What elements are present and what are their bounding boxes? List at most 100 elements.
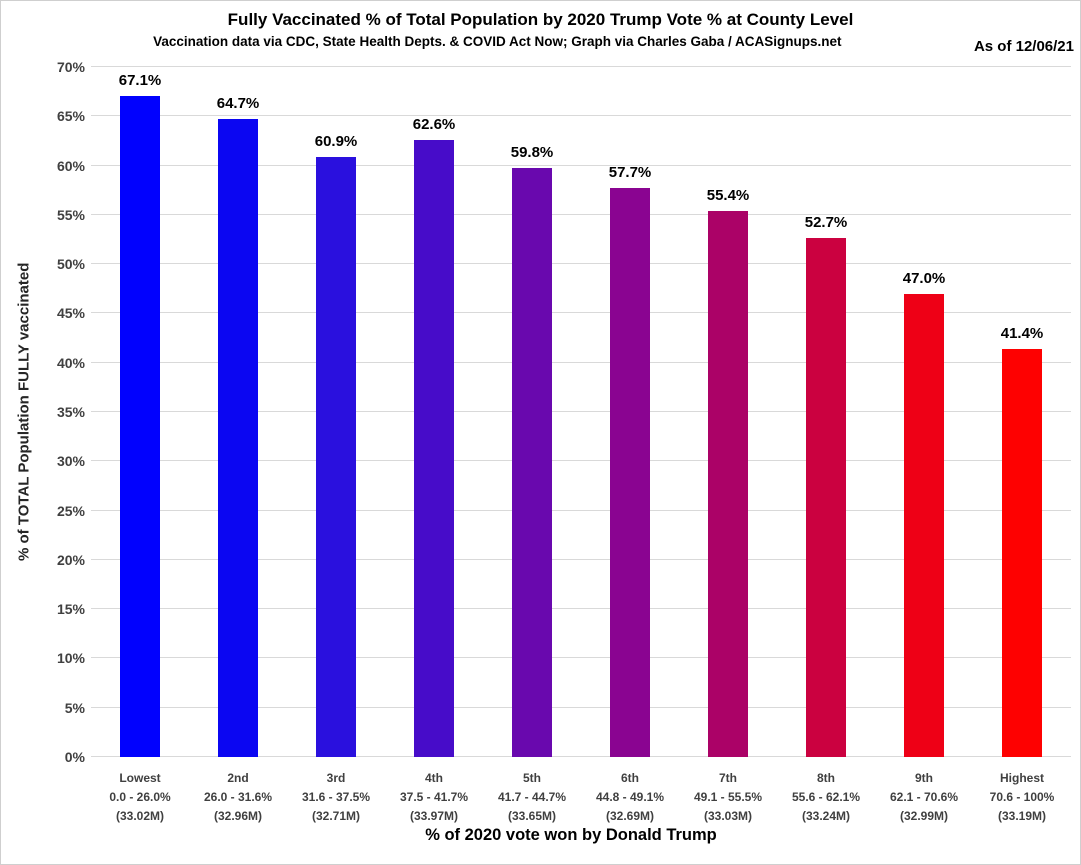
y-tick-label: 20% (56, 551, 85, 568)
gridline (91, 706, 1071, 708)
bar-group: 52.7% (777, 67, 875, 757)
gridline (91, 411, 1071, 412)
as-of-date: As of 12/06/21 (973, 38, 1074, 55)
bar-value-label: 64.7% (216, 95, 260, 113)
x-tick-label: 3rd 31.6 - 37.5% (32.71M) (287, 769, 385, 826)
x-axis-tick-labels: Lowest 0.0 - 26.0% (33.02M) 2nd 26.0 - 31.6%… (91, 769, 1071, 826)
bar-value-label: 67.1% (118, 71, 162, 89)
y-tick-label: 25% (56, 502, 85, 519)
bar (708, 210, 748, 757)
bar-value-label: 62.6% (412, 115, 456, 133)
x-tick-label: 2nd 26.0 - 31.6% (32.96M) (189, 769, 287, 826)
gridline (91, 756, 1071, 757)
bar (414, 139, 454, 757)
population-label: (33.02M) (115, 808, 165, 823)
y-tick-label: 70% (56, 59, 85, 75)
bar (610, 188, 650, 757)
bar-value-label: 47.0% (902, 269, 946, 287)
y-tick-label: 45% (56, 305, 85, 322)
gridline (91, 263, 1071, 265)
y-tick-label: 65% (56, 108, 85, 125)
vote-range-label: 31.6 - 37.5% (301, 789, 371, 804)
population-label: (32.69M) (605, 808, 655, 823)
y-axis-tick-labels: 0% 5% 10% 15% 20% 25% 30% 35% 40% 45% 50% 55% 60% 65%… (1, 59, 85, 765)
x-tick-label: 8th 55.6 - 62.1% (33.24M) (777, 769, 875, 826)
x-tick-label: Lowest 0.0 - 26.0% (33.02M) (91, 769, 189, 826)
y-tick-label: 15% (56, 601, 85, 618)
bar-group: 47.0% (875, 67, 973, 757)
plot-area: 67.1% 64.7% 60.9% 62.6% 59.8% 57.7% 55.4% 52.7%… (91, 66, 1071, 757)
tier-label: 2nd (227, 771, 249, 785)
population-label: (32.71M) (311, 808, 361, 823)
y-tick-label: 5% (64, 699, 85, 716)
bar-value-label: 57.7% (608, 164, 652, 182)
gridline (91, 361, 1071, 363)
population-label: (32.99M) (899, 808, 949, 823)
x-axis-title: % of 2020 vote won by Donald Trump (425, 826, 717, 844)
x-tick-label: 6th 44.8 - 49.1% (32.69M) (581, 769, 679, 826)
gridline (91, 213, 1071, 215)
y-tick-label: 0% (64, 749, 85, 765)
x-tick-label: 9th 62.1 - 70.6% (32.99M) (875, 769, 973, 826)
chart-subtitle: Vaccination data via CDC, State Health D… (153, 34, 842, 49)
vote-range-label: 26.0 - 31.6% (203, 789, 273, 804)
x-tick-label: Highest 70.6 - 100% (33.19M) (973, 769, 1071, 826)
gridline (91, 608, 1071, 610)
tier-label: 7th (719, 771, 737, 785)
population-label: (33.03M) (703, 808, 753, 823)
bar-group: 62.6% (385, 67, 483, 757)
tier-label: 3rd (326, 771, 346, 785)
tier-label: 6th (621, 771, 639, 785)
bars-row: 67.1% 64.7% 60.9% 62.6% 59.8% 57.7% 55.4% 52.7%… (91, 67, 1071, 757)
bar-group: 41.4% (973, 67, 1071, 757)
bar-group: 60.9% (287, 67, 385, 757)
x-tick-label: 7th 49.1 - 55.5% (33.03M) (679, 769, 777, 826)
tier-label: 4th (425, 771, 443, 785)
vote-range-label: 0.0 - 26.0% (109, 789, 171, 804)
bar (904, 293, 944, 757)
vote-range-label: 41.7 - 44.7% (497, 789, 567, 804)
bar-value-label: 52.7% (804, 213, 848, 231)
bar (120, 95, 160, 757)
y-tick-label: 10% (56, 650, 85, 667)
bar-group: 57.7% (581, 67, 679, 757)
tier-label: 8th (817, 771, 835, 785)
bar (1002, 348, 1042, 757)
bar-group: 64.7% (189, 67, 287, 757)
y-tick-label: 55% (56, 206, 85, 223)
vote-range-label: 55.6 - 62.1% (791, 789, 861, 804)
gridline (91, 312, 1071, 314)
gridline (91, 460, 1071, 462)
y-tick-label: 50% (56, 256, 85, 273)
population-label: (33.19M) (997, 808, 1047, 823)
bar-group: 55.4% (679, 67, 777, 757)
vote-range-label: 70.6 - 100% (989, 789, 1055, 804)
y-tick-label: 40% (56, 354, 85, 371)
population-label: (33.24M) (801, 808, 851, 823)
gridline (91, 164, 1071, 166)
gridline (91, 558, 1071, 560)
bar (316, 156, 356, 757)
y-tick-label: 60% (56, 157, 85, 174)
tier-label: 9th (915, 771, 933, 785)
gridline (91, 115, 1071, 117)
bar-value-label: 59.8% (510, 143, 554, 161)
bar-value-label: 41.4% (1000, 324, 1044, 342)
bar (512, 167, 552, 757)
population-label: (33.65M) (507, 808, 557, 823)
vote-range-label: 44.8 - 49.1% (595, 789, 665, 804)
gridline (91, 657, 1071, 659)
tier-label: 5th (523, 771, 541, 785)
gridline (91, 509, 1071, 511)
bar (218, 119, 258, 757)
tier-label: Lowest (119, 771, 161, 785)
gridline (91, 66, 1071, 67)
x-tick-label: 4th 37.5 - 41.7% (33.97M) (385, 769, 483, 826)
vote-range-label: 49.1 - 55.5% (693, 789, 763, 804)
bar-value-label: 55.4% (706, 186, 750, 204)
population-label: (32.96M) (213, 808, 263, 823)
bar-value-label: 60.9% (314, 132, 358, 150)
y-tick-label: 35% (56, 404, 85, 420)
population-label: (33.97M) (409, 808, 459, 823)
